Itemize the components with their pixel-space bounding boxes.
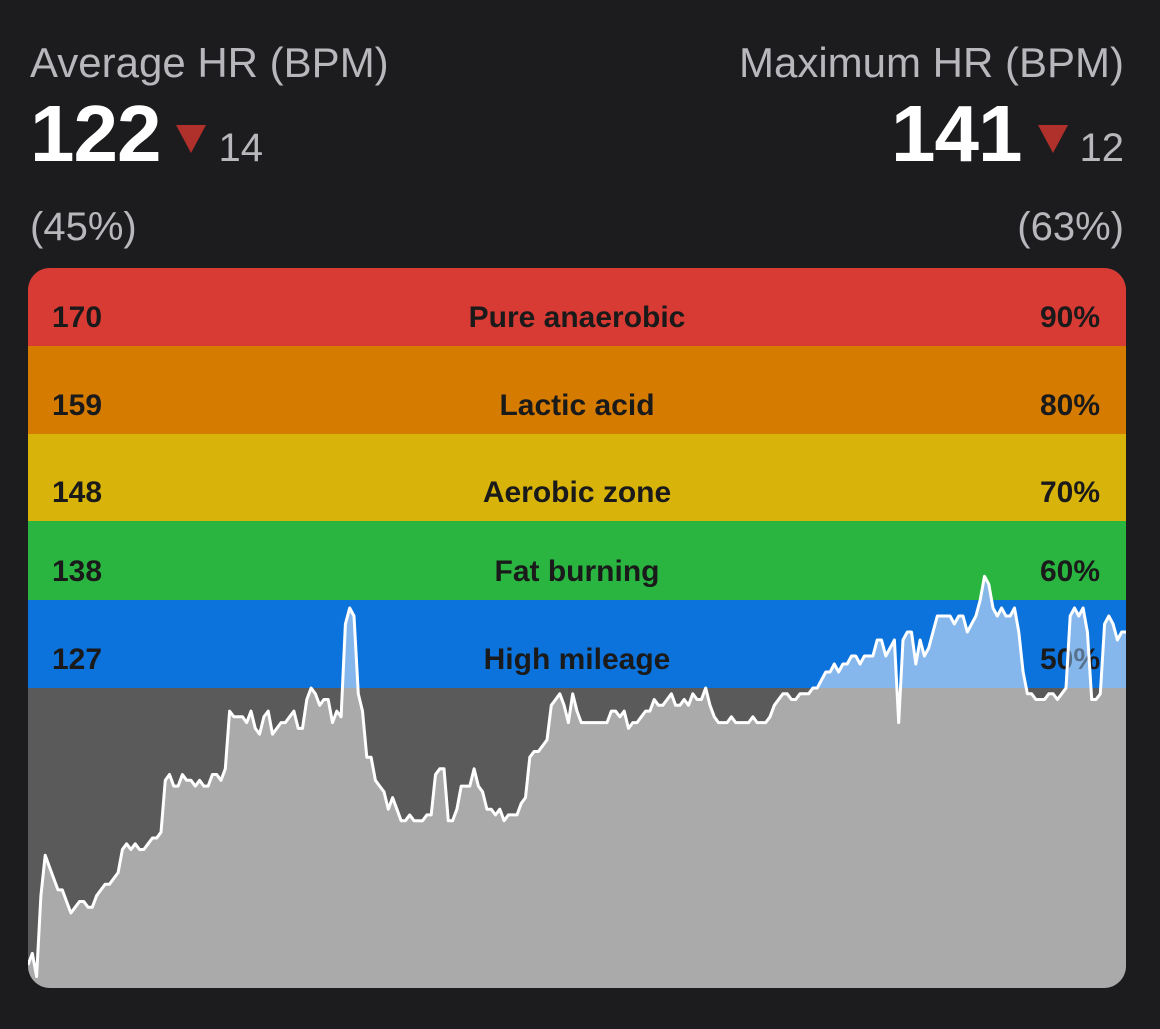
zone-band-3: [28, 434, 1126, 521]
zone-band-1: [28, 268, 1126, 346]
average-hr-delta: 14: [218, 126, 263, 170]
zone-percent-label: 80%: [1040, 389, 1100, 422]
zone-bpm-label: 127: [52, 643, 102, 676]
maximum-hr-delta: 12: [1079, 126, 1125, 170]
heart-rate-chart-svg: 170 Pure anaerobic 90% 159 Lactic acid 80% 148…: [28, 268, 1126, 988]
zone-band-2: [28, 346, 1126, 434]
maximum-hr-label: Maximum HR (BPM): [739, 39, 1124, 86]
maximum-hr-stat: Maximum HR (BPM) 141 12 (63%): [739, 38, 1124, 250]
zone-band-4: [28, 521, 1126, 600]
zone-bpm-label: 159: [52, 389, 102, 422]
heart-rate-zone-chart: 170 Pure anaerobic 90% 159 Lactic acid 80% 148…: [28, 268, 1126, 988]
average-hr-percent: (45%): [30, 205, 137, 249]
heart-rate-area-below: [28, 688, 1126, 988]
heart-rate-area-overlay: [311, 576, 1126, 688]
zone-percent-label: 60%: [1040, 555, 1100, 588]
maximum-hr-percent: (63%): [1017, 205, 1124, 249]
zone-bpm-label: 170: [52, 301, 102, 334]
average-hr-value-row: 122 14: [30, 94, 389, 188]
zone-bpm-label: 138: [52, 555, 102, 588]
maximum-hr-value: 141: [891, 89, 1022, 178]
zone-name-label: Pure anaerobic: [469, 301, 686, 334]
average-hr-value: 122: [30, 89, 161, 178]
zone-name-label: Fat burning: [495, 555, 660, 588]
zone-name-label: Lactic acid: [499, 389, 654, 422]
zone-name-label: Aerobic zone: [483, 476, 671, 509]
zone-bpm-label: 148: [52, 476, 102, 509]
average-hr-label: Average HR (BPM): [30, 39, 389, 86]
maximum-hr-value-row: 141 12: [739, 94, 1124, 188]
down-triangle-icon: [1037, 125, 1068, 153]
zone-name-label: High mileage: [484, 643, 671, 676]
zone-percent-label: 90%: [1040, 301, 1100, 334]
zone-percent-label: 70%: [1040, 476, 1100, 509]
down-triangle-icon: [176, 125, 207, 153]
average-hr-stat: Average HR (BPM) 122 14 (45%): [30, 38, 389, 250]
heart-rate-line: [28, 574, 1126, 978]
